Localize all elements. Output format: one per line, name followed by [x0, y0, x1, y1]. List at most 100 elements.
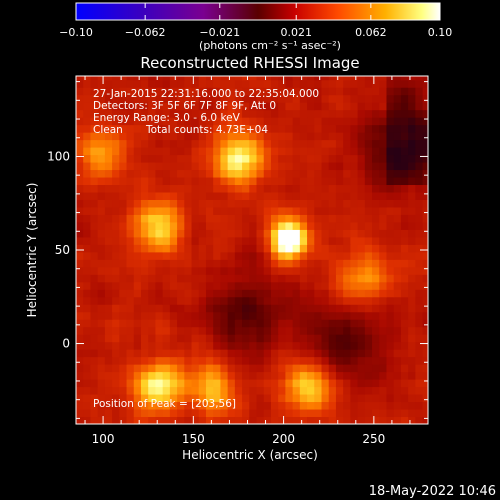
heatmap-cell [155, 349, 164, 358]
heatmap-cell [400, 289, 409, 298]
heatmap-cell [213, 296, 221, 305]
heatmap-cell [350, 229, 359, 238]
heatmap-cell [249, 87, 258, 96]
heatmap-cell [242, 162, 250, 171]
heatmap-cell [299, 94, 308, 103]
heatmap-cell [140, 349, 149, 358]
heatmap-cell [83, 416, 91, 425]
heatmap-cell [76, 416, 84, 425]
heatmap-cell [372, 236, 380, 245]
heatmap-cell [148, 251, 156, 260]
heatmap-cell [263, 416, 272, 425]
heatmap-cell [148, 416, 156, 425]
heatmap-cell [285, 147, 294, 156]
heatmap-cell [104, 236, 113, 245]
heatmap-cell [386, 199, 395, 208]
heatmap-cell [256, 311, 265, 320]
heatmap-cell [307, 214, 315, 223]
heatmap-cell [83, 349, 91, 358]
heatmap-cell [335, 326, 344, 335]
heatmap-cell [76, 214, 84, 223]
heatmap-cell [213, 184, 221, 193]
heatmap-cell [328, 364, 337, 373]
heatmap-cell [372, 401, 380, 410]
heatmap-cell [213, 334, 221, 343]
heatmap-cell [335, 251, 344, 260]
heatmap-cell [263, 154, 272, 163]
heatmap-cell [140, 109, 149, 118]
heatmap-cell [162, 154, 171, 163]
heatmap-cell [299, 364, 308, 373]
heatmap-cell [400, 251, 409, 260]
heatmap-cell [285, 379, 294, 388]
heatmap-cell [270, 244, 279, 253]
heatmap-cell [97, 169, 106, 178]
heatmap-cell [335, 192, 344, 200]
heatmap-cell [220, 296, 229, 305]
heatmap-cell [270, 409, 279, 418]
heatmap-cell [415, 184, 424, 193]
heatmap-cell [328, 154, 337, 163]
heatmap-cell [198, 162, 207, 171]
heatmap-cell [314, 117, 322, 126]
heatmap-cell [162, 229, 171, 238]
heatmap-cell [169, 289, 178, 298]
heatmap-cell [133, 221, 142, 230]
heatmap-cell [213, 109, 221, 118]
heatmap-cell [350, 386, 359, 395]
heatmap-cell [386, 416, 395, 425]
heatmap-cell [400, 192, 409, 200]
heatmap-cell [198, 117, 207, 126]
heatmap-cell [328, 221, 337, 230]
heatmap-cell [299, 289, 308, 298]
heatmap-cell [191, 251, 200, 260]
heatmap-cell [415, 266, 424, 275]
heatmap-cell [422, 102, 428, 111]
heatmap-cell [372, 184, 380, 193]
heatmap-cell [422, 334, 428, 343]
heatmap-cell [162, 184, 171, 193]
heatmap-cell [155, 334, 164, 343]
heatmap-cell [76, 162, 84, 171]
heatmap-cell [112, 162, 120, 171]
heatmap-cell [256, 87, 265, 96]
heatmap-cell [220, 364, 229, 373]
heatmap-cell [321, 109, 330, 118]
heatmap-cell [321, 236, 330, 245]
heatmap-cell [307, 304, 315, 313]
heatmap-cell [422, 386, 428, 395]
heatmap-cell [205, 124, 214, 133]
heatmap-cell [148, 244, 156, 253]
heatmap-cell [299, 274, 308, 283]
heatmap-cell [133, 334, 142, 343]
heatmap-cell [249, 76, 258, 81]
heatmap-cell [400, 87, 409, 96]
heatmap-cell [119, 326, 128, 335]
heatmap-cell [227, 79, 236, 88]
heatmap-cell [292, 221, 301, 230]
heatmap-cell [104, 169, 113, 178]
heatmap-cell [126, 274, 135, 283]
heatmap-cell [97, 386, 106, 395]
heatmap-cell [155, 311, 164, 320]
heatmap-cell [270, 221, 279, 230]
heatmap-cell [278, 401, 286, 410]
heatmap-cell [270, 79, 279, 88]
heatmap-cell [234, 356, 243, 365]
heatmap-cell [191, 274, 200, 283]
heatmap-cell [314, 409, 322, 418]
heatmap-cell [227, 409, 236, 418]
heatmap-cell [133, 117, 142, 126]
heatmap-cell [270, 177, 279, 186]
heatmap-cell [126, 409, 135, 418]
heatmap-cell [379, 394, 387, 403]
heatmap-cell [213, 251, 221, 260]
heatmap-cell [285, 79, 294, 88]
heatmap-cell [155, 214, 164, 223]
heatmap-cell [299, 221, 308, 230]
heatmap-cell [393, 334, 402, 343]
heatmap-cell [191, 76, 200, 81]
heatmap-cell [90, 364, 99, 373]
heatmap-cell [242, 326, 250, 335]
heatmap-cell [314, 177, 322, 186]
